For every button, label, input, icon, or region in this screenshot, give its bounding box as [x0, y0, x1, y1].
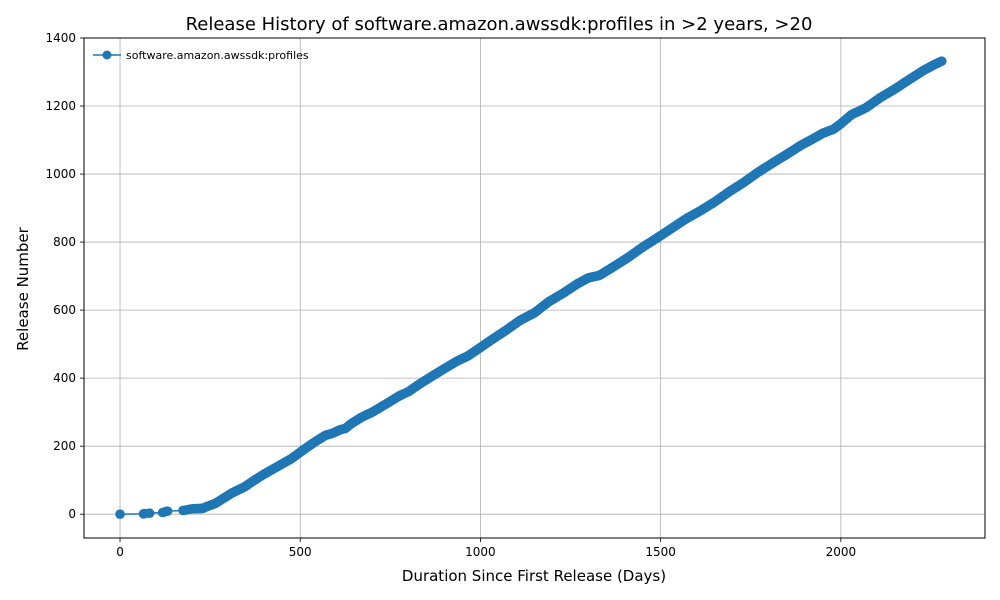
x-tick-label: 1000 [465, 545, 496, 559]
x-axis-label: Duration Since First Release (Days) [402, 567, 666, 585]
x-tick-label: 0 [116, 545, 124, 559]
y-axis-label: Release Number [14, 226, 32, 350]
y-tick-label: 1200 [45, 99, 76, 113]
data-point [162, 506, 173, 516]
y-tick-label: 200 [53, 439, 76, 453]
plot-frame [83, 37, 986, 539]
y-tick-label: 800 [53, 235, 76, 249]
x-tick-label: 500 [289, 545, 312, 559]
x-tick-label: 1500 [645, 545, 676, 559]
series-markers [115, 56, 947, 519]
legend-label: software.amazon.awssdk:profiles [126, 49, 309, 62]
y-tick-label: 600 [53, 303, 76, 317]
legend: software.amazon.awssdk:profiles [93, 49, 309, 62]
y-tick-label: 0 [68, 507, 76, 521]
x-tick-label: 2000 [826, 545, 857, 559]
legend-marker-swatch [102, 50, 112, 60]
axis-ticks: 0 500 1000 1500 2000 0 200 400 600 800 1000 1200 140… [45, 31, 856, 559]
data-point [144, 508, 155, 518]
chart-title: Release History of software.amazon.awssd… [186, 14, 813, 35]
y-tick-label: 1000 [45, 167, 76, 181]
y-tick-label: 400 [53, 371, 76, 385]
data-point [936, 56, 947, 66]
y-tick-label: 1400 [45, 31, 76, 45]
data-point [115, 509, 125, 519]
